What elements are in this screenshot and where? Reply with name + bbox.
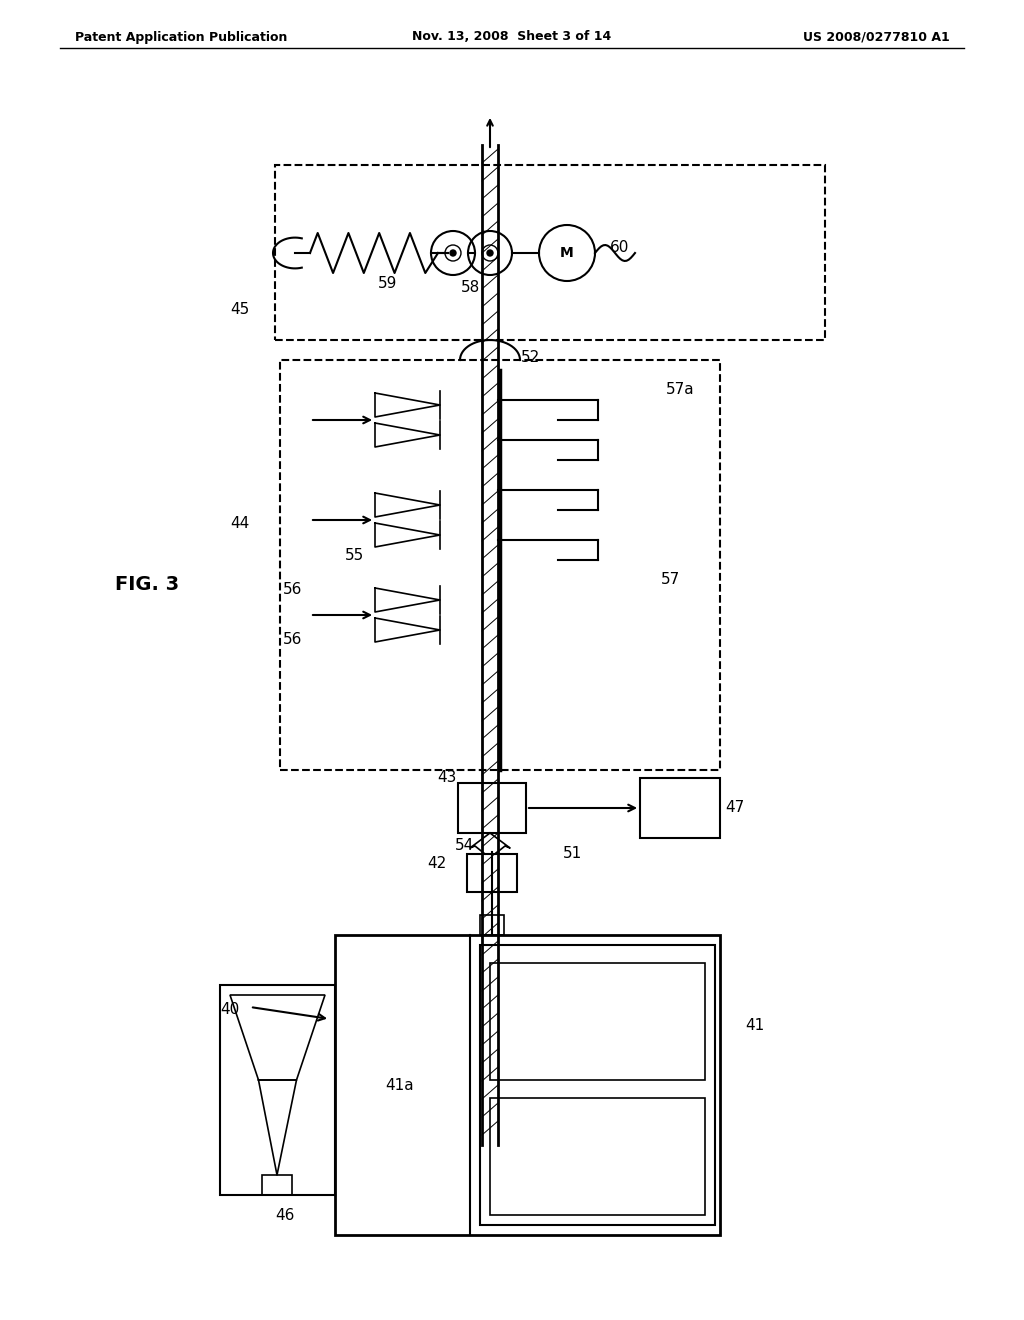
Text: 46: 46 (275, 1208, 295, 1222)
Bar (490, 964, 705, 1080)
Text: 45: 45 (230, 302, 250, 318)
Text: 42: 42 (427, 855, 446, 870)
Text: 57a: 57a (666, 383, 694, 397)
Text: 52: 52 (520, 351, 540, 366)
Bar (220, 985, 335, 1195)
Bar (280, 360, 720, 770)
Circle shape (487, 249, 493, 256)
Bar (458, 783, 526, 833)
Bar (490, 1098, 705, 1214)
Text: US 2008/0277810 A1: US 2008/0277810 A1 (803, 30, 950, 44)
Text: 44: 44 (230, 516, 250, 532)
Bar (480, 945, 715, 1225)
Bar (467, 854, 517, 892)
Text: Nov. 13, 2008  Sheet 3 of 14: Nov. 13, 2008 Sheet 3 of 14 (413, 30, 611, 44)
Bar (480, 915, 504, 935)
Text: 51: 51 (562, 846, 582, 861)
Text: 58: 58 (461, 281, 479, 296)
Text: 55: 55 (345, 548, 365, 562)
Text: Patent Application Publication: Patent Application Publication (75, 30, 288, 44)
Text: 56: 56 (284, 632, 303, 648)
Text: 43: 43 (437, 771, 457, 785)
Bar (262, 1175, 292, 1195)
Circle shape (450, 249, 456, 256)
Text: 59: 59 (378, 276, 397, 290)
Text: M: M (560, 246, 573, 260)
Bar (335, 935, 720, 1236)
Text: 57: 57 (660, 573, 680, 587)
Text: FIG. 3: FIG. 3 (115, 576, 179, 594)
Text: 40: 40 (220, 1002, 240, 1018)
Bar (275, 165, 825, 341)
Text: 60: 60 (610, 240, 630, 256)
Text: 41: 41 (745, 1018, 765, 1032)
Text: 54: 54 (455, 838, 474, 854)
Bar (640, 777, 720, 838)
Text: 41a: 41a (386, 1077, 415, 1093)
Text: 47: 47 (725, 800, 744, 816)
Text: 56: 56 (284, 582, 303, 598)
